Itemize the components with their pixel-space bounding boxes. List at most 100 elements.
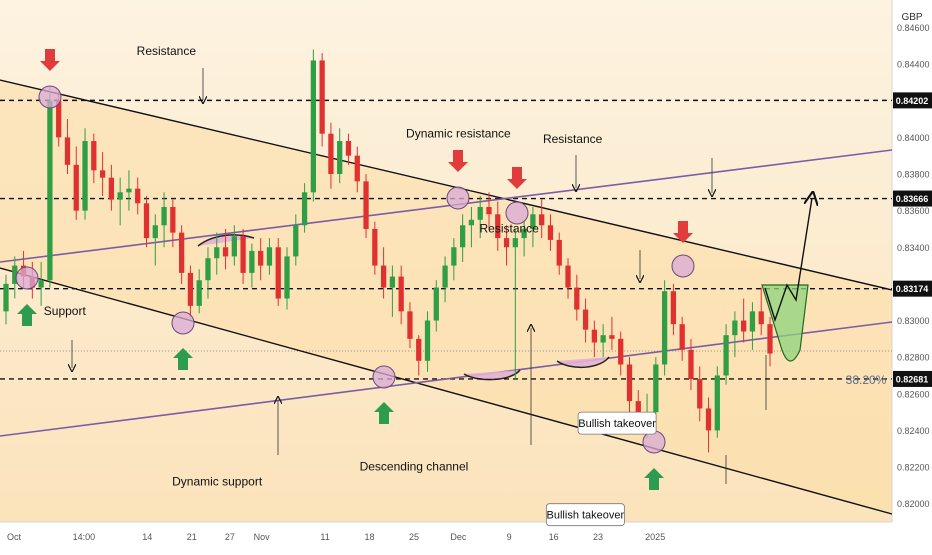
- candle-body: [547, 225, 554, 240]
- candle-body: [284, 256, 290, 299]
- price-tick-label: 0.83000: [897, 316, 930, 326]
- candle-body: [161, 206, 167, 226]
- candle-body: [99, 170, 106, 178]
- time-tick-label: 16: [549, 532, 559, 542]
- level-price-text: 0.83666: [896, 194, 929, 204]
- time-tick-label: 23: [593, 532, 603, 542]
- time-tick-label: Dec: [450, 532, 467, 542]
- price-tick-label: 0.83600: [897, 206, 930, 216]
- candle-body: [345, 141, 352, 156]
- candle-body: [152, 225, 158, 239]
- candle-body: [539, 214, 545, 226]
- candle-body: [758, 311, 764, 325]
- candle-body: [293, 225, 299, 257]
- price-tick-label: 0.84000: [897, 133, 930, 143]
- candle-body: [697, 379, 703, 409]
- price-tick-label: 0.83400: [897, 243, 930, 253]
- candle-body: [47, 100, 53, 281]
- candle-body: [178, 232, 185, 273]
- bearish-arrow-icon: [40, 49, 60, 71]
- candle-body: [310, 60, 316, 193]
- rounding-bottom-arc-2: [556, 356, 610, 369]
- bullish-arrow-icon: [17, 304, 37, 326]
- candle-body: [372, 228, 378, 266]
- level-price-text: 0.82681: [896, 374, 929, 384]
- candle-body: [363, 181, 369, 229]
- annotation-label: Bullish takeover: [578, 418, 656, 430]
- candle-body: [626, 364, 633, 402]
- price-tick-label: 0.82800: [897, 353, 930, 363]
- price-tick-label: 0.82000: [897, 499, 930, 509]
- candle-body: [767, 324, 773, 354]
- level-price-labels: 0.84202 0.83666 0.83174 0.82681: [893, 92, 932, 387]
- candle-body: [82, 141, 88, 211]
- touch-circle: [671, 254, 695, 278]
- candle-body: [661, 291, 668, 365]
- time-tick-labels: Oct 14:00 14 21 27 Nov 11 18 25 Dec 9 16 23 2025: [7, 532, 665, 542]
- candle-body: [196, 280, 202, 306]
- annotation-label: Resistance: [479, 222, 539, 236]
- price-tick-label: 0.82200: [897, 463, 930, 473]
- time-tick-label: 2025: [645, 532, 665, 542]
- time-tick-label: 25: [409, 532, 419, 542]
- candle-body: [407, 311, 413, 339]
- candle-body: [170, 206, 176, 233]
- channel-lower-line: [0, 267, 893, 515]
- candle-body: [749, 311, 756, 332]
- rounding-bottom-arc-1: [463, 369, 521, 381]
- price-tick-label: 0.84600: [897, 23, 930, 33]
- candle-body: [143, 203, 150, 239]
- touch-circle: [372, 365, 396, 389]
- candle-body: [337, 141, 343, 174]
- channel-upper-line: [0, 79, 893, 291]
- candle-body: [56, 100, 62, 138]
- candle-body: [705, 408, 712, 431]
- annotation-label: Resistance: [137, 44, 197, 58]
- candle-body: [609, 335, 615, 339]
- candle-body: [380, 265, 387, 288]
- time-axis-panel: [0, 522, 892, 550]
- candle-body: [38, 280, 44, 288]
- signal-arrows: [17, 49, 693, 490]
- candle-body: [521, 228, 527, 239]
- candle-body: [600, 335, 606, 343]
- touch-circle: [15, 266, 39, 290]
- candle-body: [135, 188, 141, 204]
- candle-body: [275, 247, 281, 299]
- candle-body: [231, 236, 237, 257]
- annotation-pointers: [72, 68, 767, 484]
- time-tick-label: 9: [507, 532, 512, 542]
- candle-body: [565, 265, 571, 288]
- candle-body: [328, 133, 334, 174]
- touch-circle: [446, 186, 470, 210]
- price-tick-label: 0.82600: [897, 389, 930, 399]
- annotation-box: [577, 411, 657, 435]
- candle-body: [591, 329, 598, 343]
- price-axis-panel: [892, 0, 932, 550]
- candle-body: [389, 276, 396, 288]
- currency-label: GBP: [901, 12, 922, 23]
- candle-body: [679, 324, 685, 350]
- candle-body: [653, 364, 659, 413]
- time-tick-label: 27: [225, 532, 235, 542]
- bearish-arrow-icon: [673, 221, 693, 243]
- candle-body: [433, 287, 439, 321]
- candle-body: [503, 238, 510, 248]
- price-tick-label: 0.82400: [897, 426, 930, 436]
- bullish-arrow-icon: [644, 468, 664, 490]
- fib-level-label: 38.20%: [846, 373, 887, 387]
- candle-body: [670, 291, 677, 325]
- candle-body: [91, 141, 97, 171]
- dynamic-resistance-line: [0, 149, 893, 263]
- candle-body: [451, 247, 457, 266]
- candle-body: [258, 250, 264, 266]
- time-tick-label: Nov: [254, 532, 271, 542]
- annotation-label: Resistance: [543, 132, 603, 146]
- touch-circle: [505, 201, 529, 225]
- candle-body: [424, 320, 431, 361]
- candle-body: [126, 188, 132, 193]
- candle-body: [240, 236, 246, 273]
- candle-body: [688, 349, 694, 380]
